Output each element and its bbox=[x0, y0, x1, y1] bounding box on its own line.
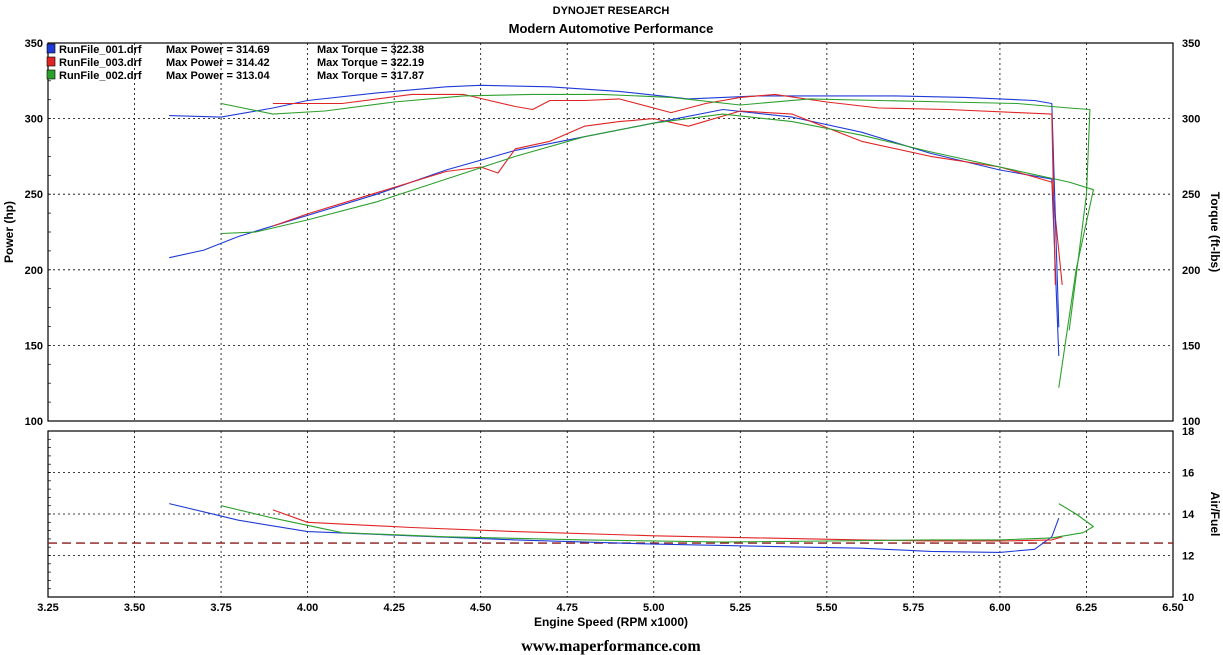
y-tick-label-air-fuel: 14 bbox=[1182, 509, 1195, 521]
power-line-runfile-002 bbox=[221, 113, 1094, 388]
x-tick-label: 3.25 bbox=[37, 602, 58, 614]
x-tick-label: 5.25 bbox=[730, 602, 751, 614]
x-tick-label: 5.00 bbox=[643, 602, 664, 614]
y-tick-label-torque: 150 bbox=[1182, 340, 1200, 352]
x-tick-label: 4.00 bbox=[297, 602, 318, 614]
y-tick-label-air-fuel: 18 bbox=[1182, 426, 1194, 438]
x-tick-label: 4.50 bbox=[470, 602, 491, 614]
legend: RunFile_001.drf Max Power = 314.69 Max T… bbox=[46, 43, 424, 82]
y-tick-label-power: 150 bbox=[25, 340, 43, 352]
y-tick-label-power: 250 bbox=[25, 189, 43, 201]
legend-file: RunFile_002.drf bbox=[59, 70, 142, 82]
y-axis-label-power: Power (hp) bbox=[2, 201, 16, 263]
legend-item: RunFile_002.drf Max Power = 313.04 Max T… bbox=[46, 69, 424, 82]
legend-torque: Max Torque = 317.87 bbox=[317, 70, 424, 82]
x-tick-label: 3.75 bbox=[210, 602, 231, 614]
y-tick-label-torque: 200 bbox=[1182, 265, 1200, 277]
legend-power: Max Power = 313.04 bbox=[166, 70, 271, 82]
legend-swatch bbox=[46, 69, 56, 80]
legend-file: RunFile_003.drf bbox=[59, 57, 142, 69]
air-fuel-line-runfile-002 bbox=[220, 503, 1094, 543]
tick-layer: 100 100 150 150 200 200 250 250 300 300 350 350 10 12… bbox=[25, 38, 1201, 614]
y-tick-label-power: 200 bbox=[25, 265, 43, 277]
chart-title: DYNOJET RESEARCH bbox=[553, 5, 670, 17]
x-tick-label: 6.50 bbox=[1162, 602, 1183, 614]
x-tick-label: 4.25 bbox=[383, 602, 404, 614]
y-tick-label-air-fuel: 10 bbox=[1182, 592, 1194, 604]
legend-swatch bbox=[46, 56, 56, 67]
grid-layer bbox=[48, 43, 1173, 597]
legend-item: RunFile_001.drf Max Power = 314.69 Max T… bbox=[46, 43, 424, 56]
footer-url: www.maperformance.com bbox=[521, 638, 701, 655]
x-tick-label: 6.00 bbox=[989, 602, 1010, 614]
legend-swatch bbox=[46, 43, 56, 54]
torque-line-runfile-003 bbox=[273, 93, 1056, 285]
y-tick-label-torque: 250 bbox=[1182, 189, 1200, 201]
legend-torque: Max Torque = 322.19 bbox=[317, 57, 424, 69]
x-tick-label: 3.50 bbox=[124, 602, 145, 614]
torque-line-runfile-002 bbox=[220, 93, 1091, 331]
y-tick-label-air-fuel: 16 bbox=[1182, 468, 1194, 480]
x-tick-label: 6.25 bbox=[1076, 602, 1097, 614]
legend-power: Max Power = 314.69 bbox=[166, 44, 270, 56]
y-axis-label-torque: Torque (ft-lbs) bbox=[1208, 192, 1222, 272]
legend-file: RunFile_001.drf bbox=[59, 44, 142, 56]
air-fuel-line-runfile-001 bbox=[169, 503, 1060, 553]
x-tick-label: 5.50 bbox=[816, 602, 837, 614]
air-fuel-line-runfile-003 bbox=[272, 509, 1063, 542]
y-tick-label-torque: 350 bbox=[1182, 38, 1200, 50]
x-tick-label: 4.75 bbox=[557, 602, 578, 614]
y-axis-label-air-fuel: Air/Fuel bbox=[1208, 492, 1222, 537]
chart-subtitle: Modern Automotive Performance bbox=[509, 21, 714, 36]
legend-item: RunFile_003.drf Max Power = 314.42 Max T… bbox=[46, 56, 424, 69]
x-tick-label: 5.75 bbox=[903, 602, 924, 614]
x-axis-label: Engine Speed (RPM x1000) bbox=[534, 615, 688, 629]
y-tick-label-air-fuel: 12 bbox=[1182, 551, 1194, 563]
power-line-runfile-003 bbox=[272, 110, 1063, 285]
series-layer bbox=[169, 84, 1094, 553]
y-tick-label-power: 300 bbox=[25, 114, 43, 126]
y-tick-label-torque: 100 bbox=[1182, 416, 1200, 428]
legend-torque: Max Torque = 322.38 bbox=[317, 44, 424, 56]
y-tick-label-power: 350 bbox=[25, 38, 43, 50]
air-fuel-plot-area bbox=[47, 430, 1174, 598]
legend-power: Max Power = 314.42 bbox=[166, 57, 270, 69]
y-tick-label-torque: 300 bbox=[1182, 114, 1200, 126]
y-tick-label-power: 100 bbox=[25, 416, 43, 428]
